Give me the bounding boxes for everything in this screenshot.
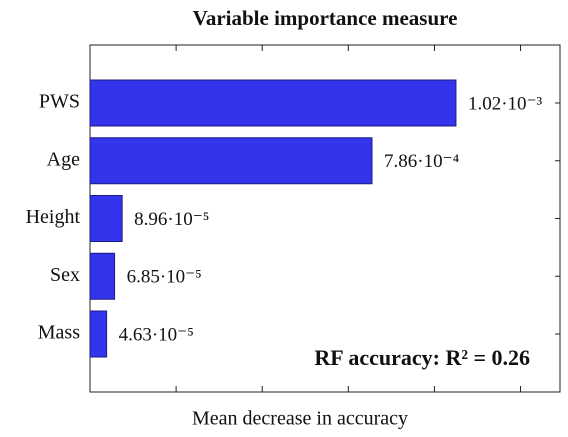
bar <box>89 137 373 185</box>
y-tick-label: Mass <box>38 322 80 344</box>
value-label: 1.02·10⁻³ <box>468 93 543 114</box>
y-tick-label: PWS <box>39 91 80 113</box>
y-tick-label: Sex <box>50 264 80 286</box>
value-label: 7.86·10⁻⁴ <box>384 151 460 172</box>
value-label: 4.63·10⁻⁵ <box>119 324 194 345</box>
y-tick-label: Height <box>26 206 81 228</box>
bar <box>89 252 116 300</box>
bar <box>89 195 123 242</box>
chart-title: Variable importance measure <box>193 6 458 30</box>
value-label: 6.85·10⁻⁵ <box>127 267 202 288</box>
bar <box>89 79 457 127</box>
annotation: RF accuracy: R² = 0.26 <box>314 345 530 370</box>
value-label: 8.96·10⁻⁵ <box>134 209 209 230</box>
y-tick-label: Age <box>47 148 80 170</box>
x-axis-label: Mean decrease in accuracy <box>192 408 408 430</box>
bar <box>89 310 108 358</box>
